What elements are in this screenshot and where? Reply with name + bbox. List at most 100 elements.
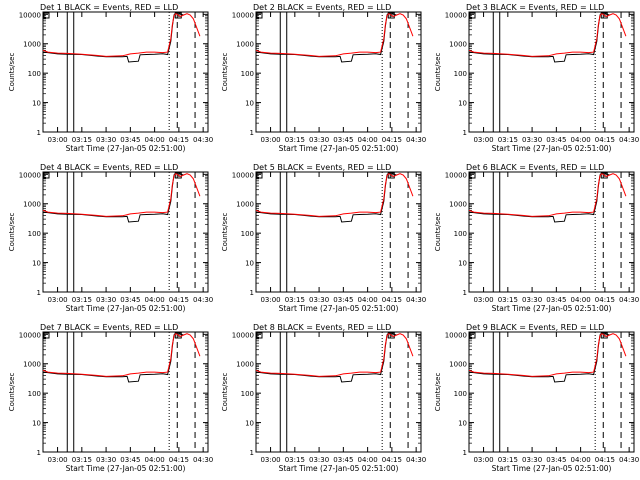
y-tick-label: 10000 xyxy=(445,331,467,339)
x-axis-label: Start Time (27-Jan-05 02:51:00) xyxy=(279,144,399,153)
series-lld-line xyxy=(468,173,627,217)
y-tick-label: 10 xyxy=(245,100,254,108)
plot-frame xyxy=(468,171,635,293)
x-axis-label: Start Time (27-Jan-05 02:51:00) xyxy=(66,464,186,473)
corner-marker xyxy=(43,12,50,19)
y-tick-label: 1000 xyxy=(23,361,41,369)
x-axis-label: Start Time (27-Jan-05 02:51:00) xyxy=(66,304,186,313)
corner-marker xyxy=(469,12,476,19)
y-tick-label: 10 xyxy=(32,100,41,108)
x-tick-label: 04:30 xyxy=(619,296,639,304)
panel-subtitle: BLACK = Events, RED = LLD xyxy=(64,323,178,332)
panel-title: Det 2 BLACK = Events, RED = LLD xyxy=(253,3,391,12)
y-tick-label: 1000 xyxy=(236,201,254,209)
x-tick-label: 03:45 xyxy=(546,296,566,304)
y-tick-label: 1 xyxy=(250,129,254,137)
x-tick-label: 03:45 xyxy=(333,456,353,464)
plot-frame xyxy=(42,11,209,133)
corner-marker xyxy=(469,172,476,179)
y-tick-label: 1000 xyxy=(449,201,467,209)
x-axis-label: Start Time (27-Jan-05 02:51:00) xyxy=(492,144,612,153)
series-events-line xyxy=(255,12,397,63)
y-tick-label: 10000 xyxy=(445,171,467,179)
x-tick-label: 04:00 xyxy=(358,136,378,144)
x-tick-label: 04:30 xyxy=(619,456,639,464)
y-tick-label: 1000 xyxy=(236,41,254,49)
x-tick-label: 03:45 xyxy=(333,296,353,304)
panel-subtitle: BLACK = Events, RED = LLD xyxy=(490,323,604,332)
y-tick-label: 100 xyxy=(241,70,254,78)
x-tick-label: 03:15 xyxy=(72,136,92,144)
x-tick-label: 03:00 xyxy=(260,136,280,144)
y-tick-label: 1 xyxy=(463,289,467,297)
y-tick-label: 10000 xyxy=(19,331,41,339)
x-tick-label: 03:45 xyxy=(546,136,566,144)
panel-title: Det 1 BLACK = Events, RED = LLD xyxy=(40,3,178,12)
x-tick-label: 04:30 xyxy=(406,456,426,464)
x-tick-label: 04:30 xyxy=(619,136,639,144)
y-tick-label: 1 xyxy=(250,289,254,297)
y-tick-label: 10000 xyxy=(19,171,41,179)
y-axis-label: Counts/sec xyxy=(8,213,16,252)
y-tick-label: 10 xyxy=(245,420,254,428)
panel-subtitle: BLACK = Events, RED = LLD xyxy=(64,163,178,172)
y-tick-label: 10000 xyxy=(232,11,254,19)
chart-panel-7: Det 7 BLACK = Events, RED = LLD 1 10 100 100… xyxy=(8,323,213,473)
x-tick-label: 03:15 xyxy=(285,456,305,464)
x-tick-label: 03:15 xyxy=(72,296,92,304)
y-tick-label: 1000 xyxy=(449,361,467,369)
chart-panel-1: Det 1 BLACK = Events, RED = LLD 1 10 100 100… xyxy=(8,3,213,153)
y-tick-label: 10 xyxy=(32,260,41,268)
corner-marker xyxy=(256,12,263,19)
x-tick-label: 04:00 xyxy=(145,136,165,144)
panel-detector-label: Det 9 xyxy=(466,323,488,332)
x-tick-label: 03:30 xyxy=(96,456,116,464)
y-tick-label: 1 xyxy=(463,449,467,457)
series-events-line xyxy=(468,12,610,63)
y-tick-label: 100 xyxy=(28,230,41,238)
y-axis-label: Counts/sec xyxy=(221,213,229,252)
series-events-line xyxy=(255,332,397,383)
series-events-line xyxy=(255,172,397,223)
x-tick-label: 03:15 xyxy=(498,296,518,304)
panel-subtitle: BLACK = Events, RED = LLD xyxy=(277,163,391,172)
x-tick-label: 03:30 xyxy=(96,136,116,144)
x-tick-label: 04:15 xyxy=(382,136,402,144)
x-tick-label: 04:00 xyxy=(571,456,591,464)
y-tick-label: 1000 xyxy=(23,41,41,49)
panel-title: Det 7 BLACK = Events, RED = LLD xyxy=(40,323,178,332)
x-tick-label: 03:00 xyxy=(260,296,280,304)
series-lld-line xyxy=(468,13,627,57)
series-lld-line xyxy=(42,333,201,377)
series-events-line xyxy=(42,332,184,383)
panel-detector-label: Det 8 xyxy=(253,323,275,332)
y-tick-label: 100 xyxy=(454,70,467,78)
y-tick-label: 100 xyxy=(28,70,41,78)
panel-title: Det 8 BLACK = Events, RED = LLD xyxy=(253,323,391,332)
x-tick-label: 04:30 xyxy=(406,296,426,304)
x-tick-label: 04:30 xyxy=(193,136,213,144)
series-lld-line xyxy=(468,333,627,377)
series-lld-line xyxy=(255,173,414,217)
corner-marker xyxy=(43,332,50,339)
panel-title: Det 6 BLACK = Events, RED = LLD xyxy=(466,163,604,172)
x-tick-label: 03:00 xyxy=(47,296,67,304)
plot-frame xyxy=(255,11,422,133)
x-axis-label: Start Time (27-Jan-05 02:51:00) xyxy=(279,304,399,313)
x-tick-label: 03:45 xyxy=(120,296,140,304)
y-tick-label: 100 xyxy=(454,230,467,238)
panel-title: Det 3 BLACK = Events, RED = LLD xyxy=(466,3,604,12)
x-tick-label: 04:15 xyxy=(169,136,189,144)
panel-detector-label: Det 6 xyxy=(466,163,488,172)
x-tick-label: 03:45 xyxy=(546,456,566,464)
x-tick-label: 04:30 xyxy=(193,456,213,464)
plot-frame xyxy=(255,331,422,453)
y-axis-label: Counts/sec xyxy=(221,53,229,92)
panel-subtitle: BLACK = Events, RED = LLD xyxy=(277,3,391,12)
y-tick-label: 10 xyxy=(245,260,254,268)
x-tick-label: 04:15 xyxy=(595,296,615,304)
x-tick-label: 04:00 xyxy=(358,296,378,304)
y-axis-label: Counts/sec xyxy=(8,373,16,412)
x-axis-label: Start Time (27-Jan-05 02:51:00) xyxy=(492,464,612,473)
panel-detector-label: Det 1 xyxy=(40,3,62,12)
